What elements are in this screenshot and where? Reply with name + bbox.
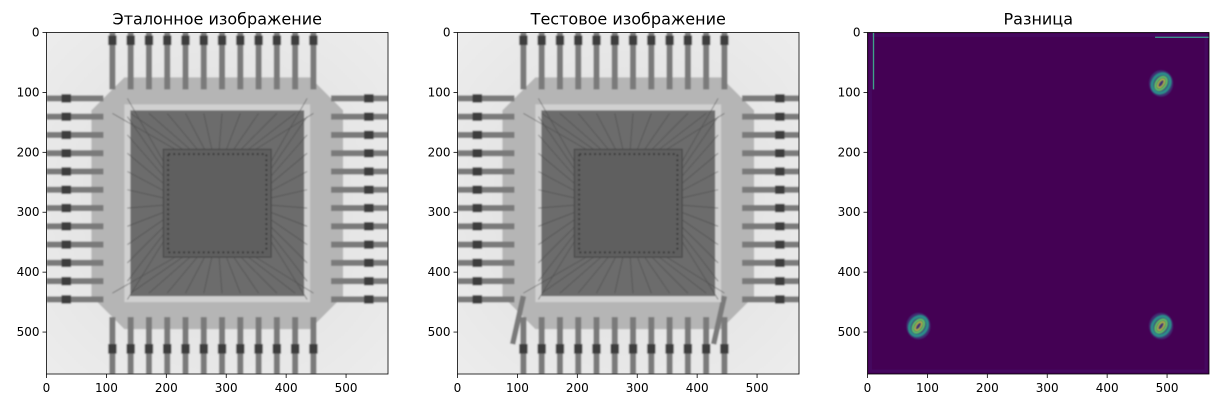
panel-1-xtick-label-400: 400	[275, 381, 298, 395]
panel-1-ytick-label-200: 200	[17, 145, 40, 159]
panel-2-image	[457, 32, 799, 374]
panel-2: Тестовое изображение 0 100 200 300 400 500 0 100…	[428, 10, 800, 395]
panel-2-ytick-label-0: 0	[443, 26, 451, 40]
panel-3-ytick-label-100: 100	[838, 85, 861, 99]
panel-1-axes-frame	[46, 32, 389, 375]
panel-1-xtick-label-300: 300	[215, 381, 238, 395]
panel-2-xtick-label-400: 400	[686, 381, 709, 395]
panel-1-ytick-label-500: 500	[17, 325, 40, 339]
panel-1-xtick-label-200: 200	[155, 381, 178, 395]
panel-3-xtick-label-500: 500	[1156, 381, 1179, 395]
difference-hotspot-1	[906, 312, 931, 340]
panel-1-xtick-label-0: 0	[43, 381, 51, 395]
panel-3-xtick-label-400: 400	[1096, 381, 1119, 395]
panel-3-xtick-label-300: 300	[1036, 381, 1059, 395]
panel-1-title: Эталонное изображение	[113, 10, 322, 29]
panel-2-ytick-label-100: 100	[428, 85, 451, 99]
panel-1-image	[46, 32, 388, 374]
panel-3-axes-frame	[867, 32, 1210, 375]
panel-2-xtick-label-100: 100	[506, 381, 529, 395]
panel-1-ytick-label-400: 400	[17, 265, 40, 279]
panel-2-ytick-label-500: 500	[428, 325, 451, 339]
panel-1-ytick-label-100: 100	[17, 85, 40, 99]
panel-1-ytick-label-0: 0	[32, 26, 40, 40]
panel-1: Эталонное изображение 0 100 200 300 400 500 0 10…	[17, 10, 389, 395]
panel-3-ytick-label-0: 0	[853, 26, 861, 40]
panel-2-xtick-label-500: 500	[746, 381, 769, 395]
panel-2-ytick-label-200: 200	[428, 145, 451, 159]
panel-2-ytick-label-300: 300	[428, 205, 451, 219]
panel-2-xtick-label-200: 200	[566, 381, 589, 395]
panel-3-ytick-label-400: 400	[838, 265, 861, 279]
panel-3-xtick-label-200: 200	[976, 381, 999, 395]
panel-3-ytick-label-500: 500	[838, 325, 861, 339]
panel-2-xtick-label-300: 300	[626, 381, 649, 395]
difference-hotspot-0	[1149, 70, 1174, 97]
panel-1-ytick-label-300: 300	[17, 205, 40, 219]
panel-2-xtick-label-0: 0	[454, 381, 462, 395]
panel-3: Разница 0 100 200 300 400 500 0 100 200 300 400 500	[838, 10, 1210, 395]
panel-2-axes-frame	[457, 32, 800, 375]
difference-hotspot-2	[1149, 312, 1174, 340]
panel-3-ytick-label-200: 200	[838, 145, 861, 159]
panel-2-title: Тестовое изображение	[530, 10, 726, 29]
panel-3-ytick-label-300: 300	[838, 205, 861, 219]
panel-3-xtick-label-100: 100	[916, 381, 939, 395]
panel-2-ytick-label-400: 400	[428, 265, 451, 279]
panel-1-xtick-label-500: 500	[335, 381, 358, 395]
panel-3-xtick-label-0: 0	[864, 381, 872, 395]
panel-3-image	[867, 32, 1209, 374]
panel-1-xtick-label-100: 100	[95, 381, 118, 395]
panel-3-title: Разница	[1003, 10, 1073, 29]
